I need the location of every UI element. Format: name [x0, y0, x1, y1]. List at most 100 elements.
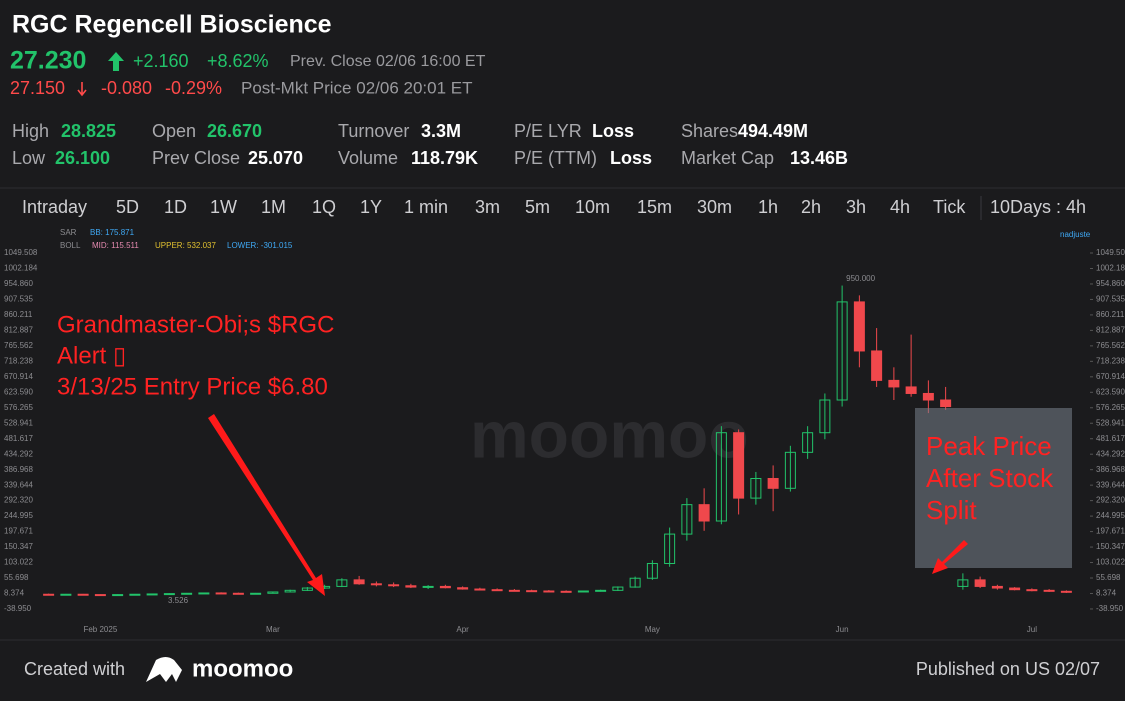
up-arrow-icon: [108, 52, 124, 71]
candle-body: [595, 589, 607, 592]
y-tick-label: 860.211: [4, 310, 33, 319]
y-tick-label: 103.022: [1096, 558, 1125, 567]
stat-value: 118.79K: [411, 148, 478, 168]
y-tick-label: 481.617: [4, 434, 33, 443]
x-tick-label: Apr: [456, 625, 469, 634]
stat-label: Volume: [338, 148, 398, 168]
period-tab[interactable]: 1D: [164, 197, 187, 217]
candle-body: [215, 592, 227, 595]
candle-body: [733, 432, 745, 499]
y-tick-label: 55.698: [4, 573, 29, 582]
candle-body: [422, 585, 434, 588]
alert-arrow: [208, 414, 325, 596]
down-arrow-icon: [77, 82, 87, 97]
candle-body: [664, 533, 676, 565]
candle-body: [612, 586, 624, 591]
stock-title: RGC Regencell Bioscience: [12, 11, 332, 39]
candle-body: [543, 590, 555, 593]
candle-body: [129, 593, 141, 596]
brand-name: moomoo: [192, 655, 293, 682]
indicator-value: MID: 115.511: [92, 241, 139, 250]
period-tab[interactable]: 1h: [758, 197, 778, 217]
brand-logo: [146, 657, 182, 682]
candle-body: [439, 585, 451, 589]
candle-body: [698, 504, 710, 522]
stat-label: Low: [12, 148, 46, 168]
period-tab[interactable]: 10Days : 4h: [990, 197, 1086, 217]
period-tab[interactable]: 1 min: [404, 197, 448, 217]
candle-body: [77, 593, 89, 596]
y-tick-label: -38.950: [4, 604, 32, 613]
period-tab[interactable]: 3h: [846, 197, 866, 217]
y-tick-label: 812.887: [4, 325, 33, 334]
stat-value: 494.49M: [738, 121, 808, 141]
candle-body: [922, 392, 934, 401]
y-tick-label: 339.644: [1096, 480, 1125, 489]
adjust-toggle[interactable]: nadjuste: [1060, 230, 1091, 239]
candle-body: [370, 583, 382, 586]
y-tick-label: 954.860: [1096, 279, 1125, 288]
candle-body: [457, 587, 469, 590]
period-tab[interactable]: Tick: [933, 197, 966, 217]
y-tick-label: 244.995: [4, 511, 33, 520]
y-tick-label: 954.860: [4, 279, 33, 288]
candle-body: [974, 579, 986, 587]
candle-body: [560, 590, 572, 593]
y-tick-label: 623.590: [4, 387, 33, 396]
stat-value: 28.825: [61, 121, 116, 141]
candle-body: [836, 301, 848, 401]
period-tab[interactable]: 1M: [261, 197, 286, 217]
y-tick-label: 860.211: [1096, 310, 1125, 319]
candle-body: [267, 591, 279, 594]
stat-value: 13.46B: [790, 148, 848, 168]
period-tab[interactable]: 4h: [890, 197, 910, 217]
y-tick-label: 812.887: [1096, 325, 1125, 334]
period-tab[interactable]: 2h: [801, 197, 821, 217]
stat-label: P/E LYR: [514, 121, 582, 141]
stat-label: Open: [152, 121, 196, 141]
candle-body: [43, 593, 55, 596]
y-tick-label: -38.950: [1096, 604, 1124, 613]
candle-body: [646, 563, 658, 579]
candle-body: [301, 587, 313, 591]
indicator-value: UPPER: 532.037: [155, 241, 216, 250]
period-tab[interactable]: 3m: [475, 197, 500, 217]
period-tab[interactable]: 5m: [525, 197, 550, 217]
candle-body: [629, 577, 641, 588]
y-tick-label: 765.562: [1096, 341, 1125, 350]
period-tab[interactable]: 10m: [575, 197, 610, 217]
price: 27.230: [10, 47, 86, 75]
peak-annotation: Split: [926, 495, 977, 525]
candle-body: [750, 477, 762, 499]
peak-annotation: After Stock: [926, 463, 1054, 493]
candle-body: [991, 585, 1003, 589]
y-tick-label: 386.968: [4, 465, 33, 474]
period-tab[interactable]: 1W: [210, 197, 237, 217]
candle-body: [1026, 589, 1038, 592]
y-tick-label: 1049.508: [1096, 248, 1125, 257]
candle-body: [388, 584, 400, 587]
x-tick-label: Jun: [836, 625, 849, 634]
period-tab[interactable]: 30m: [697, 197, 732, 217]
post-change: -0.080: [101, 78, 152, 98]
candle-body: [888, 379, 900, 388]
candle-body: [284, 589, 296, 593]
high-label: 950.000: [846, 274, 875, 283]
period-tab[interactable]: 1Y: [360, 197, 382, 217]
period-tab[interactable]: Intraday: [22, 197, 87, 217]
stat-label: High: [12, 121, 49, 141]
candle-body: [94, 594, 106, 597]
y-tick-label: 150.347: [1096, 542, 1125, 551]
y-tick-label: 8.374: [1096, 589, 1117, 598]
candle-body: [957, 579, 969, 587]
candle-body: [905, 386, 917, 394]
indicator-label: SAR: [60, 228, 77, 237]
y-tick-label: 434.292: [4, 449, 33, 458]
candle-body: [353, 579, 365, 585]
period-tab[interactable]: 15m: [637, 197, 672, 217]
period-tab[interactable]: 1Q: [312, 197, 336, 217]
alert-annotation: Alert ▯: [57, 342, 126, 369]
candle-body: [1043, 589, 1055, 592]
period-tab[interactable]: 5D: [116, 197, 139, 217]
